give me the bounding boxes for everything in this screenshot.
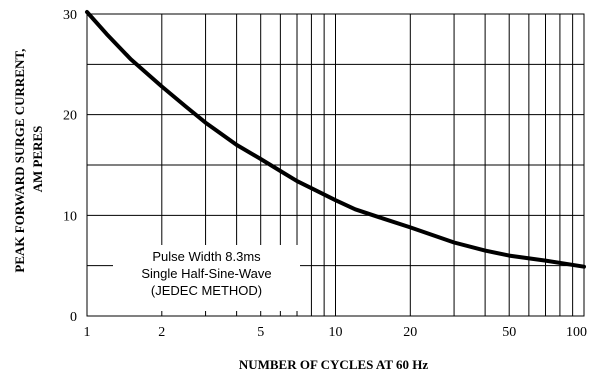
y-axis-label-line-1: PEAK FORWARD SURGE CURRENT, (12, 49, 27, 273)
annotation-background (113, 245, 300, 311)
series-group (85, 10, 586, 269)
x-tick-label: 1 (84, 325, 91, 340)
x-tick-label: 20 (403, 325, 417, 340)
x-tick-label: 10 (329, 325, 343, 340)
annotation-line: Single Half-Sine-Wave (141, 266, 271, 281)
x-tick-label: 100 (566, 325, 587, 340)
surge-current-curve (85, 10, 586, 269)
x-tick-labels: 1 2 5 10 20 50 100 (84, 325, 588, 340)
y-axis-label-line-2: AM PERES (30, 126, 45, 193)
annotation-line: Pulse Width 8.3ms (152, 249, 261, 264)
grid (87, 14, 584, 316)
y-tick-label: 10 (63, 209, 77, 224)
x-tick-label: 5 (257, 325, 264, 340)
plot-frame (86, 13, 585, 317)
y-tick-label: 30 (63, 8, 77, 23)
annotation-line: (JEDEC METHOD) (151, 283, 262, 298)
y-tick-labels: 0 10 20 30 (63, 8, 77, 325)
annotation-box: Pulse Width 8.3ms Single Half-Sine-Wave (J… (113, 245, 300, 311)
y-tick-label: 0 (70, 310, 77, 325)
y-tick-label: 20 (63, 109, 77, 124)
x-axis-label: NUMBER OF CYCLES AT 60 Hz (239, 357, 429, 372)
y-axis-label: PEAK FORWARD SURGE CURRENT, AM PERES (12, 45, 45, 272)
x-tick-label: 2 (158, 325, 165, 340)
x-tick-label: 50 (502, 325, 516, 340)
